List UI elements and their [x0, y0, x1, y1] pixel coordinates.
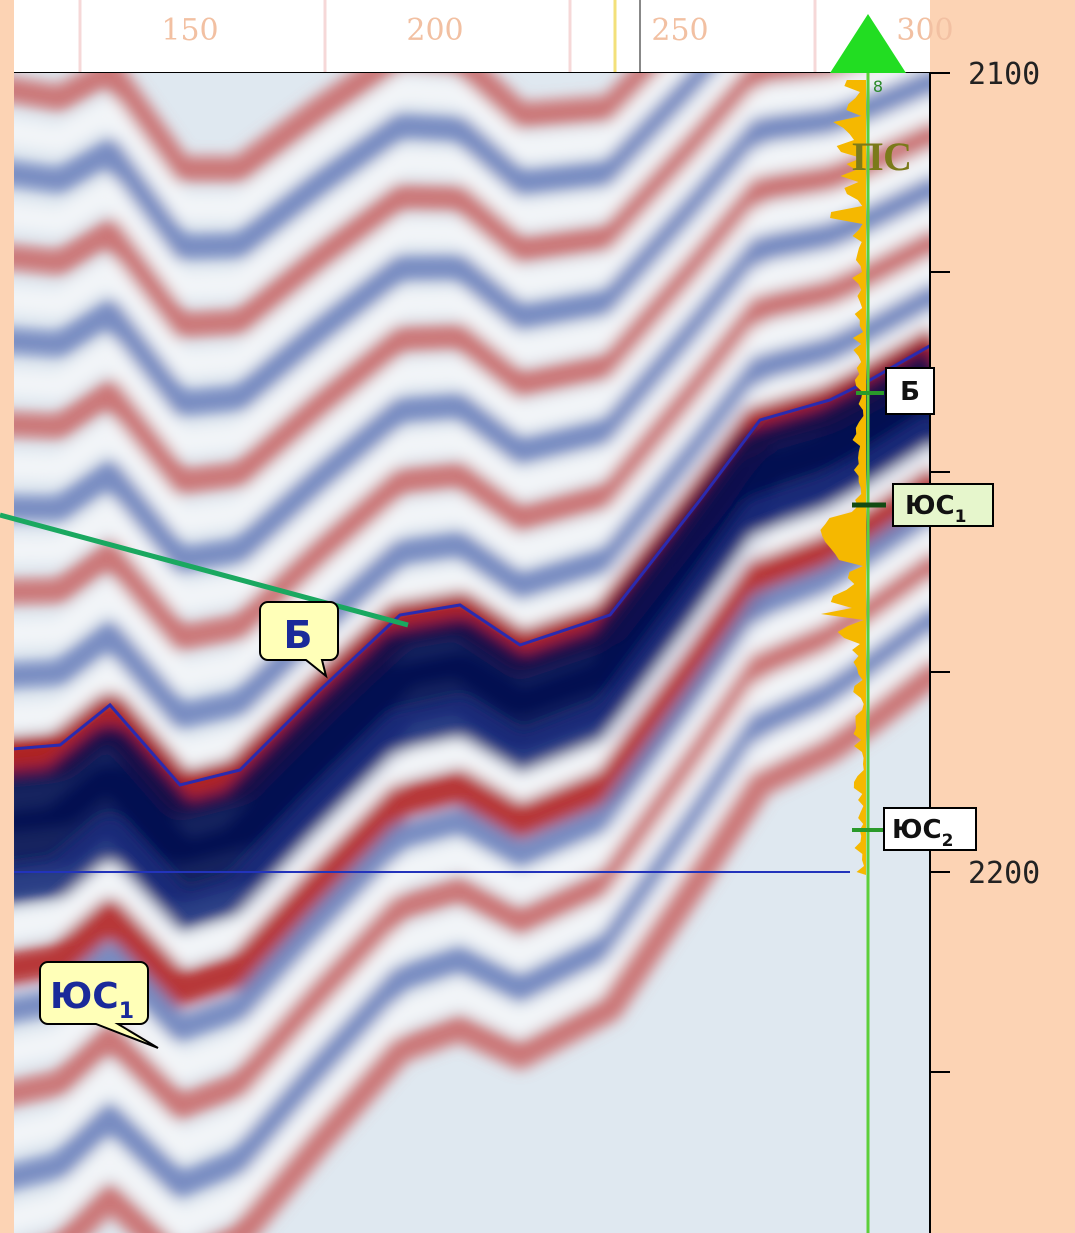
marker-label: Б — [900, 377, 920, 407]
marker-subscript: 2 — [942, 831, 954, 851]
marker-subscript: 1 — [955, 507, 967, 527]
depth-tick-label: 2100 — [968, 57, 1040, 92]
callout-text: Б — [284, 613, 313, 657]
top-tick-label: 250 — [651, 13, 708, 48]
marker-text: ЮС — [905, 491, 955, 521]
callout-subscript: 1 — [119, 999, 134, 1024]
top-strip — [14, 0, 930, 73]
callout-main: ЮС — [50, 976, 119, 1017]
page: 150200250300 21002200 8 ПС Б ЮС1 ЮС2 Б Ю… — [0, 0, 1075, 1233]
seismic-section — [0, 0, 940, 1233]
depth-tick-label: 2200 — [968, 856, 1040, 891]
marker-text: ЮС — [892, 815, 942, 845]
well-number: 8 — [873, 77, 883, 96]
top-tick-label: 150 — [161, 13, 218, 48]
log-label: ПС — [852, 134, 912, 179]
top-tick-label: 200 — [406, 13, 463, 48]
top-tick-label: 300 — [896, 13, 953, 48]
